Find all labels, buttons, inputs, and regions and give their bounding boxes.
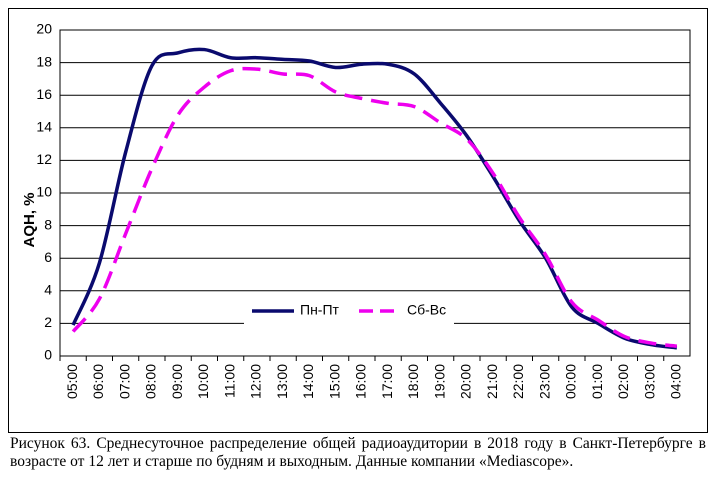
chart-border	[8, 8, 708, 433]
x-tick-label: 03:00	[641, 364, 657, 399]
y-tick-label: 0	[44, 347, 52, 363]
y-tick-label: 8	[44, 216, 52, 232]
x-tick-label: 08:00	[143, 364, 159, 399]
y-tick-label: 16	[36, 86, 52, 102]
x-tick-label: 05:00	[64, 364, 80, 399]
line-series	[71, 47, 678, 350]
x-tick-label: 06:00	[90, 364, 106, 399]
x-tick-label: 23:00	[536, 364, 552, 399]
x-tick-label: 00:00	[563, 364, 579, 399]
line-series	[71, 66, 678, 348]
x-tick-label: 12:00	[248, 364, 264, 399]
chart: AQH, % 0 2 4 6 8 10 12 14 16 18 20 05:00 06:00 07:00 0…	[8, 8, 708, 433]
y-tick-label: 10	[36, 184, 52, 200]
caption: Рисунок 63. Среднесуточное распределение…	[10, 435, 706, 470]
y-tick-label: 6	[44, 249, 52, 265]
x-tick-label: 14:00	[300, 364, 316, 399]
x-tick-label: 17:00	[379, 364, 395, 399]
y-tick-label: 18	[36, 53, 52, 69]
x-tick-label: 09:00	[169, 364, 185, 399]
y-tick-label: 2	[44, 314, 52, 330]
y-tick-label: 14	[36, 119, 52, 135]
x-tick-label: 19:00	[431, 364, 447, 399]
x-tick-label: 07:00	[116, 364, 132, 399]
x-tick-label: 02:00	[615, 364, 631, 399]
x-tick-label: 16:00	[353, 364, 369, 399]
legend-label: Сб-Вс	[407, 302, 446, 318]
x-tick-label: 21:00	[484, 364, 500, 399]
y-axis-label: AQH, %	[21, 192, 38, 247]
x-tick-label: 01:00	[589, 364, 605, 399]
y-tick-label: 4	[44, 282, 52, 298]
x-tick-label: 11:00	[221, 364, 237, 398]
x-tick-label: 13:00	[274, 364, 290, 399]
legend-label: Пн-Пт	[300, 302, 340, 318]
x-tick-label: 18:00	[405, 364, 421, 399]
x-tick-label: 15:00	[326, 364, 342, 399]
x-tick-label: 10:00	[195, 364, 211, 399]
y-tick-label: 12	[36, 151, 52, 167]
x-tick-label: 20:00	[458, 364, 474, 399]
x-tick-label: 22:00	[510, 364, 526, 399]
y-tick-label: 20	[36, 21, 52, 37]
x-tick-label: 04:00	[668, 364, 684, 399]
